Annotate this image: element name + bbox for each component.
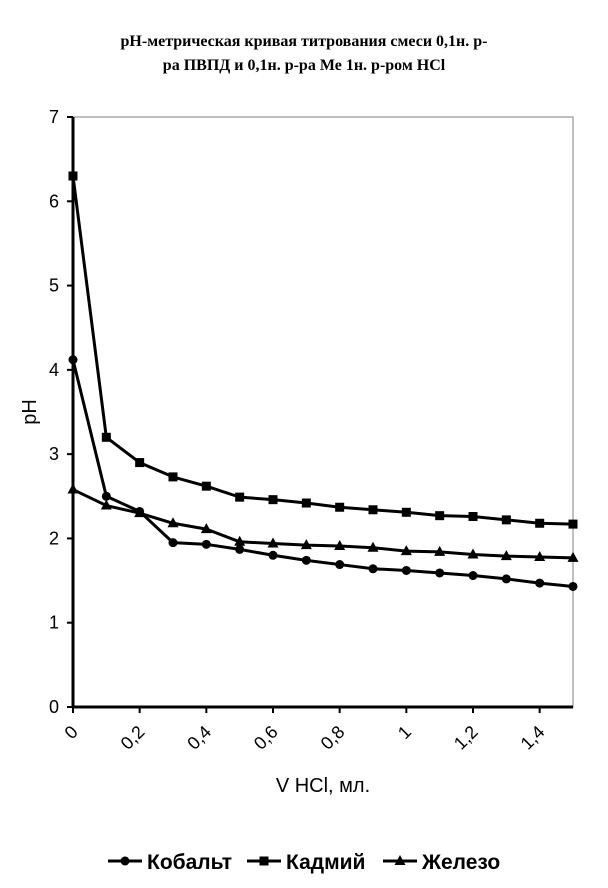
data-point xyxy=(68,171,78,181)
data-point xyxy=(201,481,211,491)
legend-item: Кадмий xyxy=(247,851,365,874)
series-line xyxy=(71,175,574,526)
data-point xyxy=(568,519,578,529)
x-tick-label: 1 xyxy=(394,722,415,743)
series-triangle xyxy=(67,483,579,562)
data-point xyxy=(535,578,545,588)
data-point xyxy=(235,544,245,554)
x-tick-label: 0 xyxy=(61,722,82,743)
data-point xyxy=(467,548,479,559)
x-axis-ticks: 0 0,2 0,4 0,6 0,8 1 1,2 1,4 xyxy=(61,707,549,754)
data-point xyxy=(501,574,511,584)
series-line xyxy=(71,359,574,588)
legend-label: Кобальт xyxy=(147,851,232,874)
data-point xyxy=(135,458,145,468)
data-point xyxy=(335,502,345,512)
data-point xyxy=(535,518,545,528)
data-point xyxy=(268,495,278,505)
series-group xyxy=(67,171,579,591)
series-square xyxy=(68,171,578,529)
y-tick-label: 4 xyxy=(49,360,59,380)
data-point xyxy=(335,560,345,570)
legend-item: Кобальт xyxy=(108,851,232,874)
y-tick-label: 3 xyxy=(49,444,59,464)
series-circle xyxy=(68,355,578,591)
y-tick-label: 7 xyxy=(49,107,59,127)
y-axis-ticks: 0 1 2 3 4 5 6 7 xyxy=(49,107,73,717)
data-point xyxy=(434,545,446,556)
data-point xyxy=(501,515,511,525)
data-point xyxy=(301,555,311,565)
legend-marker xyxy=(120,856,130,866)
plot-frame xyxy=(72,116,574,708)
data-point xyxy=(201,539,211,549)
data-point xyxy=(300,539,312,550)
x-tick-label: 1,4 xyxy=(517,722,549,754)
y-axis-label: pH xyxy=(19,399,41,425)
y-tick-label: 0 xyxy=(49,697,59,717)
chart-title-line-2: ра ПВПД и 0,1н. р-ра Ме 1н. р-ром HCl xyxy=(162,57,446,74)
data-point xyxy=(267,537,279,548)
data-point xyxy=(168,538,178,548)
chart-title: рН-метрическая кривая титрования смеси 0… xyxy=(0,30,608,78)
y-tick-label: 6 xyxy=(49,191,59,211)
data-point xyxy=(167,517,179,528)
data-point xyxy=(401,507,411,517)
x-tick-label: 0,8 xyxy=(317,722,349,754)
data-point xyxy=(268,550,278,560)
data-point xyxy=(367,541,379,552)
y-tick-label: 2 xyxy=(49,528,59,548)
data-point xyxy=(468,512,478,522)
series-line xyxy=(72,488,574,560)
data-point xyxy=(334,540,346,551)
y-tick-label: 1 xyxy=(49,613,59,633)
chart-title-line-1: рН-метрическая кривая титрования смеси 0… xyxy=(120,33,488,50)
data-point xyxy=(101,491,111,501)
y-tick-label: 5 xyxy=(49,276,59,296)
legend: Кобальт Кадмий Железо xyxy=(108,851,500,874)
data-point xyxy=(368,564,378,574)
legend-marker xyxy=(259,856,269,866)
data-point xyxy=(401,565,411,575)
data-point xyxy=(234,535,246,546)
data-point xyxy=(200,523,212,534)
data-point xyxy=(67,483,79,494)
data-point xyxy=(168,472,178,482)
x-tick-label: 0,4 xyxy=(183,722,215,754)
legend-label: Железо xyxy=(421,851,500,874)
data-point xyxy=(368,505,378,515)
data-point xyxy=(235,492,245,502)
data-point xyxy=(101,432,111,442)
legend-label: Кадмий xyxy=(286,851,365,874)
x-tick-label: 1,2 xyxy=(450,722,482,754)
data-point xyxy=(435,568,445,578)
data-point xyxy=(500,550,512,561)
data-point xyxy=(468,571,478,581)
data-point xyxy=(301,498,311,508)
x-axis-label: V HCl, мл. xyxy=(276,775,370,797)
data-point xyxy=(68,355,78,365)
data-point xyxy=(400,545,412,556)
x-tick-label: 0,6 xyxy=(250,722,282,754)
data-point xyxy=(100,499,112,510)
data-point xyxy=(567,551,579,562)
data-point xyxy=(534,550,546,561)
data-point xyxy=(134,507,146,518)
legend-marker xyxy=(394,855,406,865)
legend-item: Железо xyxy=(383,851,500,874)
x-tick-label: 0,2 xyxy=(117,722,149,754)
data-point xyxy=(435,511,445,521)
data-point xyxy=(568,581,578,591)
